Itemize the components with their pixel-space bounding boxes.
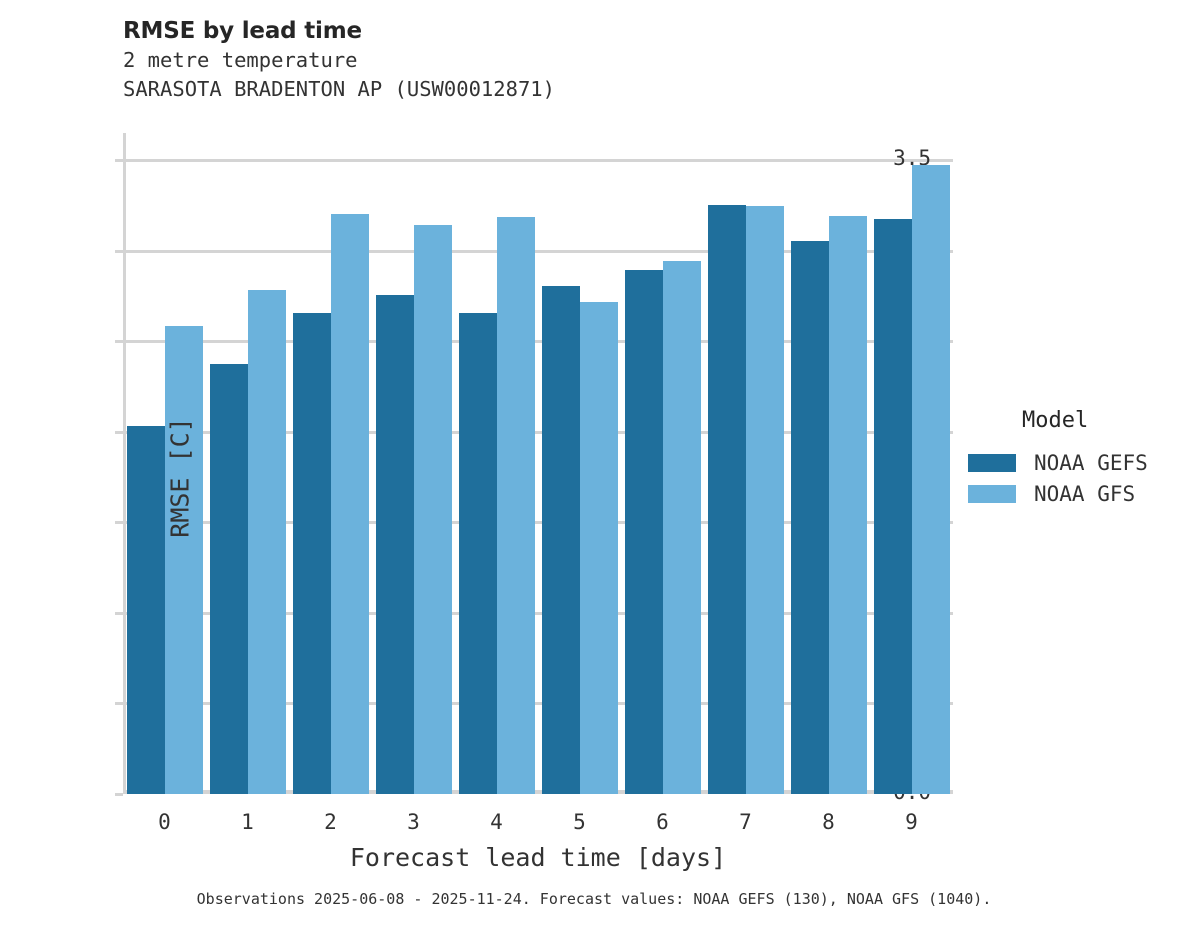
bar [874, 219, 912, 794]
bar [708, 204, 746, 794]
gridline [123, 521, 953, 525]
chart-footnote: Observations 2025-06-08 - 2025-11-24. Fo… [196, 890, 992, 908]
y-axis-line [123, 133, 126, 794]
x-axis-title: Forecast lead time [days] [349, 843, 727, 872]
y-tick-mark [115, 340, 123, 344]
bar [248, 289, 286, 794]
y-axis-title: RMSE [C] [165, 417, 195, 538]
bar [625, 269, 663, 794]
bar [414, 224, 452, 794]
chart-subtitle-variable: 2 metre temperature [123, 48, 358, 72]
x-tick-label: 4 [490, 810, 503, 834]
bar [912, 164, 950, 794]
bar [293, 313, 331, 794]
legend-title: Model [1022, 408, 1089, 433]
legend-items: NOAA GEFS NOAA GFS [968, 447, 1183, 509]
bar [542, 286, 580, 794]
legend-swatch [968, 453, 1016, 472]
y-tick-mark [115, 793, 123, 796]
x-tick-label: 1 [241, 810, 254, 834]
x-tick-label: 3 [407, 810, 420, 834]
x-tick-label: 7 [739, 810, 752, 834]
legend-item[interactable]: NOAA GFS [968, 478, 1183, 509]
bar [746, 206, 784, 794]
x-tick-label: 5 [573, 810, 586, 834]
bar [829, 215, 867, 794]
page-title: RMSE by lead time [123, 18, 362, 44]
title-block: RMSE by lead time 2 metre temperature SA… [123, 16, 923, 104]
gridline [123, 159, 953, 163]
x-tick-label: 9 [905, 810, 918, 834]
y-tick-mark [115, 159, 123, 163]
x-tick-label: 6 [656, 810, 669, 834]
bar [663, 260, 701, 794]
gridline [123, 611, 953, 615]
legend-label: NOAA GEFS [1034, 450, 1148, 475]
y-tick-mark [115, 430, 123, 434]
legend-label: NOAA GFS [1034, 481, 1136, 506]
bar [127, 425, 165, 794]
x-tick-label: 2 [324, 810, 337, 834]
bar [331, 213, 369, 794]
legend: Model NOAA GEFS NOAA GFS [968, 408, 1183, 509]
bar [791, 240, 829, 794]
bar [210, 364, 248, 794]
bar [459, 313, 497, 794]
gridline [123, 340, 953, 344]
y-tick-mark [115, 249, 123, 253]
x-tick-label: 8 [822, 810, 835, 834]
bar [580, 302, 618, 794]
chart-subtitle-station: SARASOTA BRADENTON AP (USW00012871) [123, 77, 555, 101]
y-tick-mark [115, 521, 123, 525]
bar [497, 217, 535, 794]
legend-item[interactable]: NOAA GEFS [968, 447, 1183, 478]
bar [165, 325, 203, 794]
gridline [123, 702, 953, 706]
gridline [123, 430, 953, 434]
gridline [123, 249, 953, 253]
y-tick-mark [115, 702, 123, 706]
x-axis-line [123, 790, 953, 794]
legend-swatch [968, 484, 1016, 503]
bar [376, 295, 414, 794]
x-tick-label: 0 [158, 810, 171, 834]
y-tick-mark [115, 611, 123, 615]
